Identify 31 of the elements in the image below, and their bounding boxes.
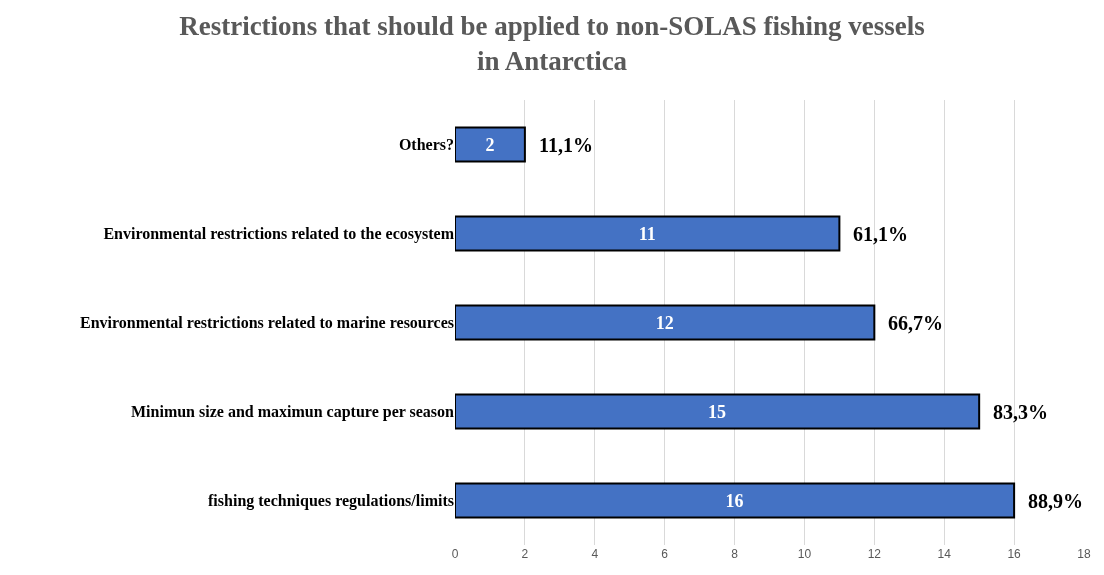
chart-title: Restrictions that should be applied to non-SOLAS fishing vessels in Antarctica — [179, 10, 925, 76]
x-tick-label: 2 — [521, 547, 529, 561]
x-tick-label: 0 — [451, 547, 459, 561]
annotation: 11,1% — [539, 134, 593, 156]
x-tick-label: 16 — [1007, 547, 1022, 561]
y-tick-label: Others? — [398, 136, 454, 154]
y-tick-label: Environmental restrictions related to the ecosystem — [103, 225, 455, 244]
data-label: 2 — [485, 134, 495, 155]
bar — [455, 393, 981, 430]
annotation: 66,7% — [888, 312, 943, 334]
data-label: 12 — [655, 312, 674, 333]
annotation: 88,9% — [1028, 490, 1083, 512]
x-tick-label: 8 — [731, 547, 739, 561]
data-label: 16 — [725, 490, 744, 511]
bar — [455, 482, 1016, 519]
y-tick-label: fishing techniques regulations/limits — [208, 492, 454, 511]
x-tick-label: 10 — [797, 547, 812, 561]
bar — [455, 215, 841, 252]
y-tick-label: Minimun size and maximun capture per season — [131, 403, 455, 422]
x-tick-label: 18 — [1077, 547, 1091, 561]
annotation: 61,1% — [853, 223, 908, 245]
bar — [455, 126, 526, 163]
bar — [455, 304, 876, 341]
data-label: 15 — [708, 401, 727, 422]
x-tick-label: 12 — [867, 547, 882, 561]
x-tick-label: 4 — [591, 547, 599, 561]
x-tick-label: 14 — [937, 547, 952, 561]
y-tick-label: Environmental restrictions related to marine resources — [79, 314, 454, 332]
data-label: 11 — [638, 223, 656, 244]
annotation: 83,3% — [993, 401, 1048, 423]
x-tick-label: 6 — [661, 547, 669, 561]
